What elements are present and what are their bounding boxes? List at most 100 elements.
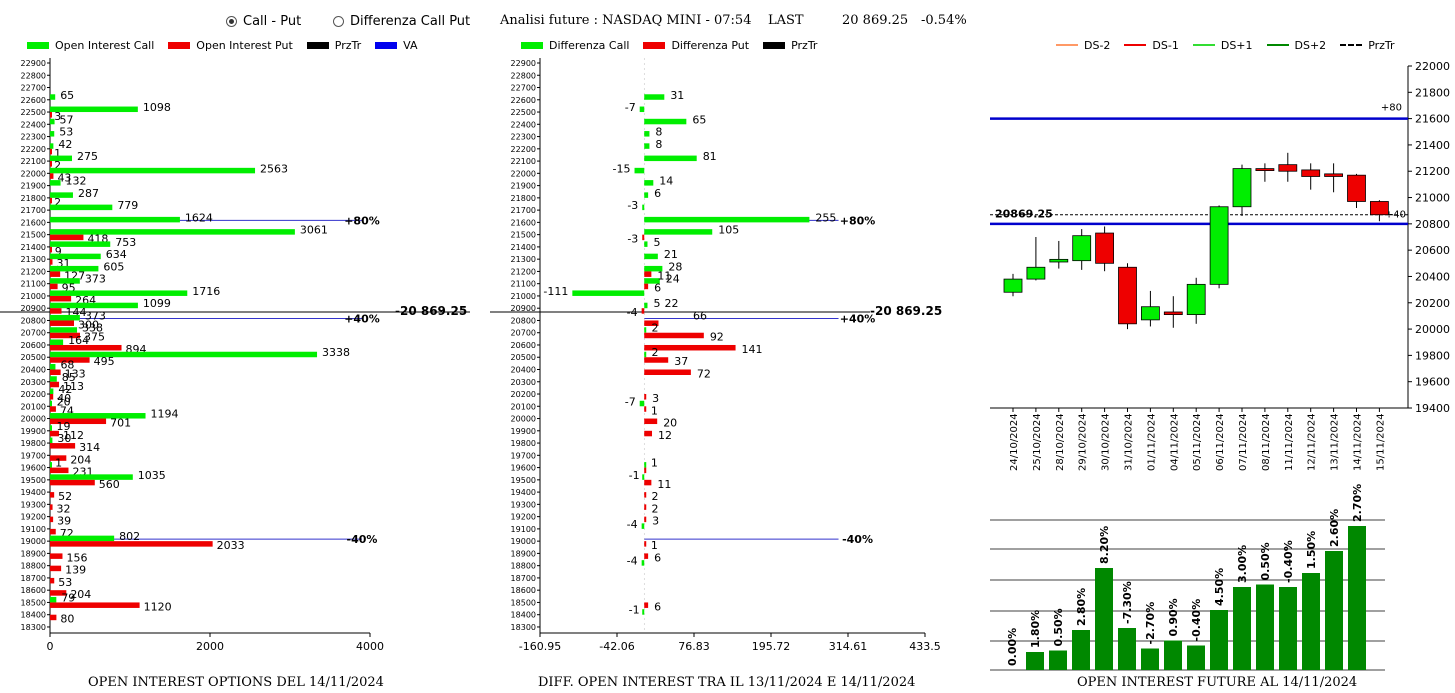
put-bar xyxy=(50,234,84,241)
call-value: 3061 xyxy=(300,224,328,237)
put-diff-bar xyxy=(644,553,649,559)
put-bar xyxy=(50,283,58,290)
strike-label: 22300 xyxy=(21,133,46,142)
strike-label: 20400 xyxy=(21,366,46,375)
prztr-label: -20 869.25 xyxy=(395,304,467,318)
diff-value: -1 xyxy=(629,469,640,482)
y-tick-label: 19400 xyxy=(1415,402,1450,415)
diff-value: 20 xyxy=(663,417,677,430)
x-tick-label: -42.06 xyxy=(599,640,634,653)
strike-label: 22000 xyxy=(511,169,536,178)
call-diff-bar xyxy=(642,609,645,615)
strike-label: 22600 xyxy=(21,96,46,105)
strike-label: 21300 xyxy=(511,255,536,264)
put-value: 495 xyxy=(94,355,115,368)
put-value: 375 xyxy=(84,331,105,344)
strike-label: 21700 xyxy=(21,206,46,215)
call-value: 132 xyxy=(66,175,87,188)
call-value: 79 xyxy=(61,591,75,604)
call-diff-bar xyxy=(644,302,648,309)
diff-value: 6 xyxy=(654,187,661,200)
diff-value: 2 xyxy=(652,346,659,359)
put-bar xyxy=(50,418,107,425)
put-bar xyxy=(50,565,62,572)
level-label: +80 xyxy=(1381,103,1402,114)
oi-bar-label: -0.40% xyxy=(1190,599,1203,642)
x-tick-label: 01/11/2024 xyxy=(1146,413,1157,471)
va-label: -40% xyxy=(347,533,378,546)
strike-label: 20700 xyxy=(21,329,46,338)
put-diff-bar xyxy=(641,308,645,314)
legend-swatch xyxy=(521,41,543,49)
call-diff-bar xyxy=(644,253,658,260)
put-bar xyxy=(50,602,140,608)
strike-label: 19400 xyxy=(511,488,536,497)
strike-label: 20900 xyxy=(511,304,536,313)
x-tick-label: 4000 xyxy=(356,640,384,653)
y-tick-label: 21400 xyxy=(1415,139,1450,152)
x-tick-label: 14/11/2024 xyxy=(1353,413,1364,471)
strike-label: 21500 xyxy=(21,231,46,240)
call-bar xyxy=(50,216,180,223)
strike-label: 18900 xyxy=(511,549,536,558)
diff-value: -3 xyxy=(627,199,638,212)
put-bar xyxy=(50,148,52,155)
put-bar xyxy=(50,394,54,400)
x-tick-label: 11/11/2024 xyxy=(1284,413,1295,471)
call-value: 1 xyxy=(55,457,62,470)
y-tick-label: 19600 xyxy=(1415,376,1450,389)
put-diff-bar xyxy=(644,283,649,290)
oi-bar-label: 8.20% xyxy=(1098,526,1111,564)
strike-label: 22200 xyxy=(21,145,46,154)
put-value: 133 xyxy=(65,368,86,381)
call-value: 605 xyxy=(103,260,124,273)
x-tick-label: 0 xyxy=(47,640,54,653)
diff-value: 8 xyxy=(655,126,662,139)
diff-value: -4 xyxy=(627,306,638,319)
strike-label: 21700 xyxy=(511,206,536,215)
va-label: +80% xyxy=(344,214,380,227)
radio-dot-diff[interactable] xyxy=(333,16,344,27)
strike-label: 19400 xyxy=(21,488,46,497)
legend-swatch xyxy=(27,41,49,49)
strike-label: 20700 xyxy=(511,329,536,338)
call-diff-bar xyxy=(644,131,650,137)
strike-label: 21600 xyxy=(511,218,536,227)
caption-open-interest: OPEN INTEREST OPTIONS DEL 14/11/2024 xyxy=(88,675,384,690)
va-label: +40% xyxy=(344,312,380,325)
call-bar xyxy=(50,437,53,444)
radio-dot-call-put[interactable] xyxy=(226,16,237,27)
diff-value: 22 xyxy=(664,297,678,310)
diff-value: 11 xyxy=(657,269,671,282)
call-bar xyxy=(50,94,56,100)
call-value: 164 xyxy=(68,334,89,347)
strike-label: 18400 xyxy=(511,611,536,620)
oi-bar xyxy=(1210,610,1228,670)
strike-label: 22100 xyxy=(21,157,46,166)
call-value: 802 xyxy=(119,530,140,543)
put-diff-bar xyxy=(644,394,647,400)
oi-bar xyxy=(1026,652,1044,670)
call-value: 634 xyxy=(106,248,127,261)
diff-value: 5 xyxy=(653,236,660,249)
oi-bar-label: 2.60% xyxy=(1328,509,1341,547)
legend-label: Open Interest Call xyxy=(55,38,155,52)
call-diff-bar xyxy=(639,106,645,113)
call-bar xyxy=(50,388,54,395)
legend-label: DS+1 xyxy=(1220,38,1253,52)
radio-call-put[interactable]: Call - Put xyxy=(226,14,301,29)
open-interest-chart: 0 2000 4000 22900 22800 22700 22600 22500 22400 2… xyxy=(0,58,470,653)
call-diff-bar xyxy=(644,192,649,198)
put-diff-bar xyxy=(644,467,647,474)
call-bar xyxy=(50,241,111,247)
diff-value: 1 xyxy=(651,539,658,552)
strike-label: 21100 xyxy=(511,280,536,289)
strike-label: 21200 xyxy=(21,267,46,276)
radio-diff[interactable]: Differenza Call Put xyxy=(333,14,470,29)
future-oi-chart: 0.00% 1.80% 0.50% 2.80% 8.20% -7.30% -2.70% 0.9… xyxy=(990,484,1385,671)
strike-label: 22300 xyxy=(511,133,536,142)
put-bar xyxy=(50,295,72,302)
put-bar xyxy=(50,197,52,204)
call-bar xyxy=(50,229,295,235)
legend-item-differenza-put: Differenza Put xyxy=(643,39,749,52)
